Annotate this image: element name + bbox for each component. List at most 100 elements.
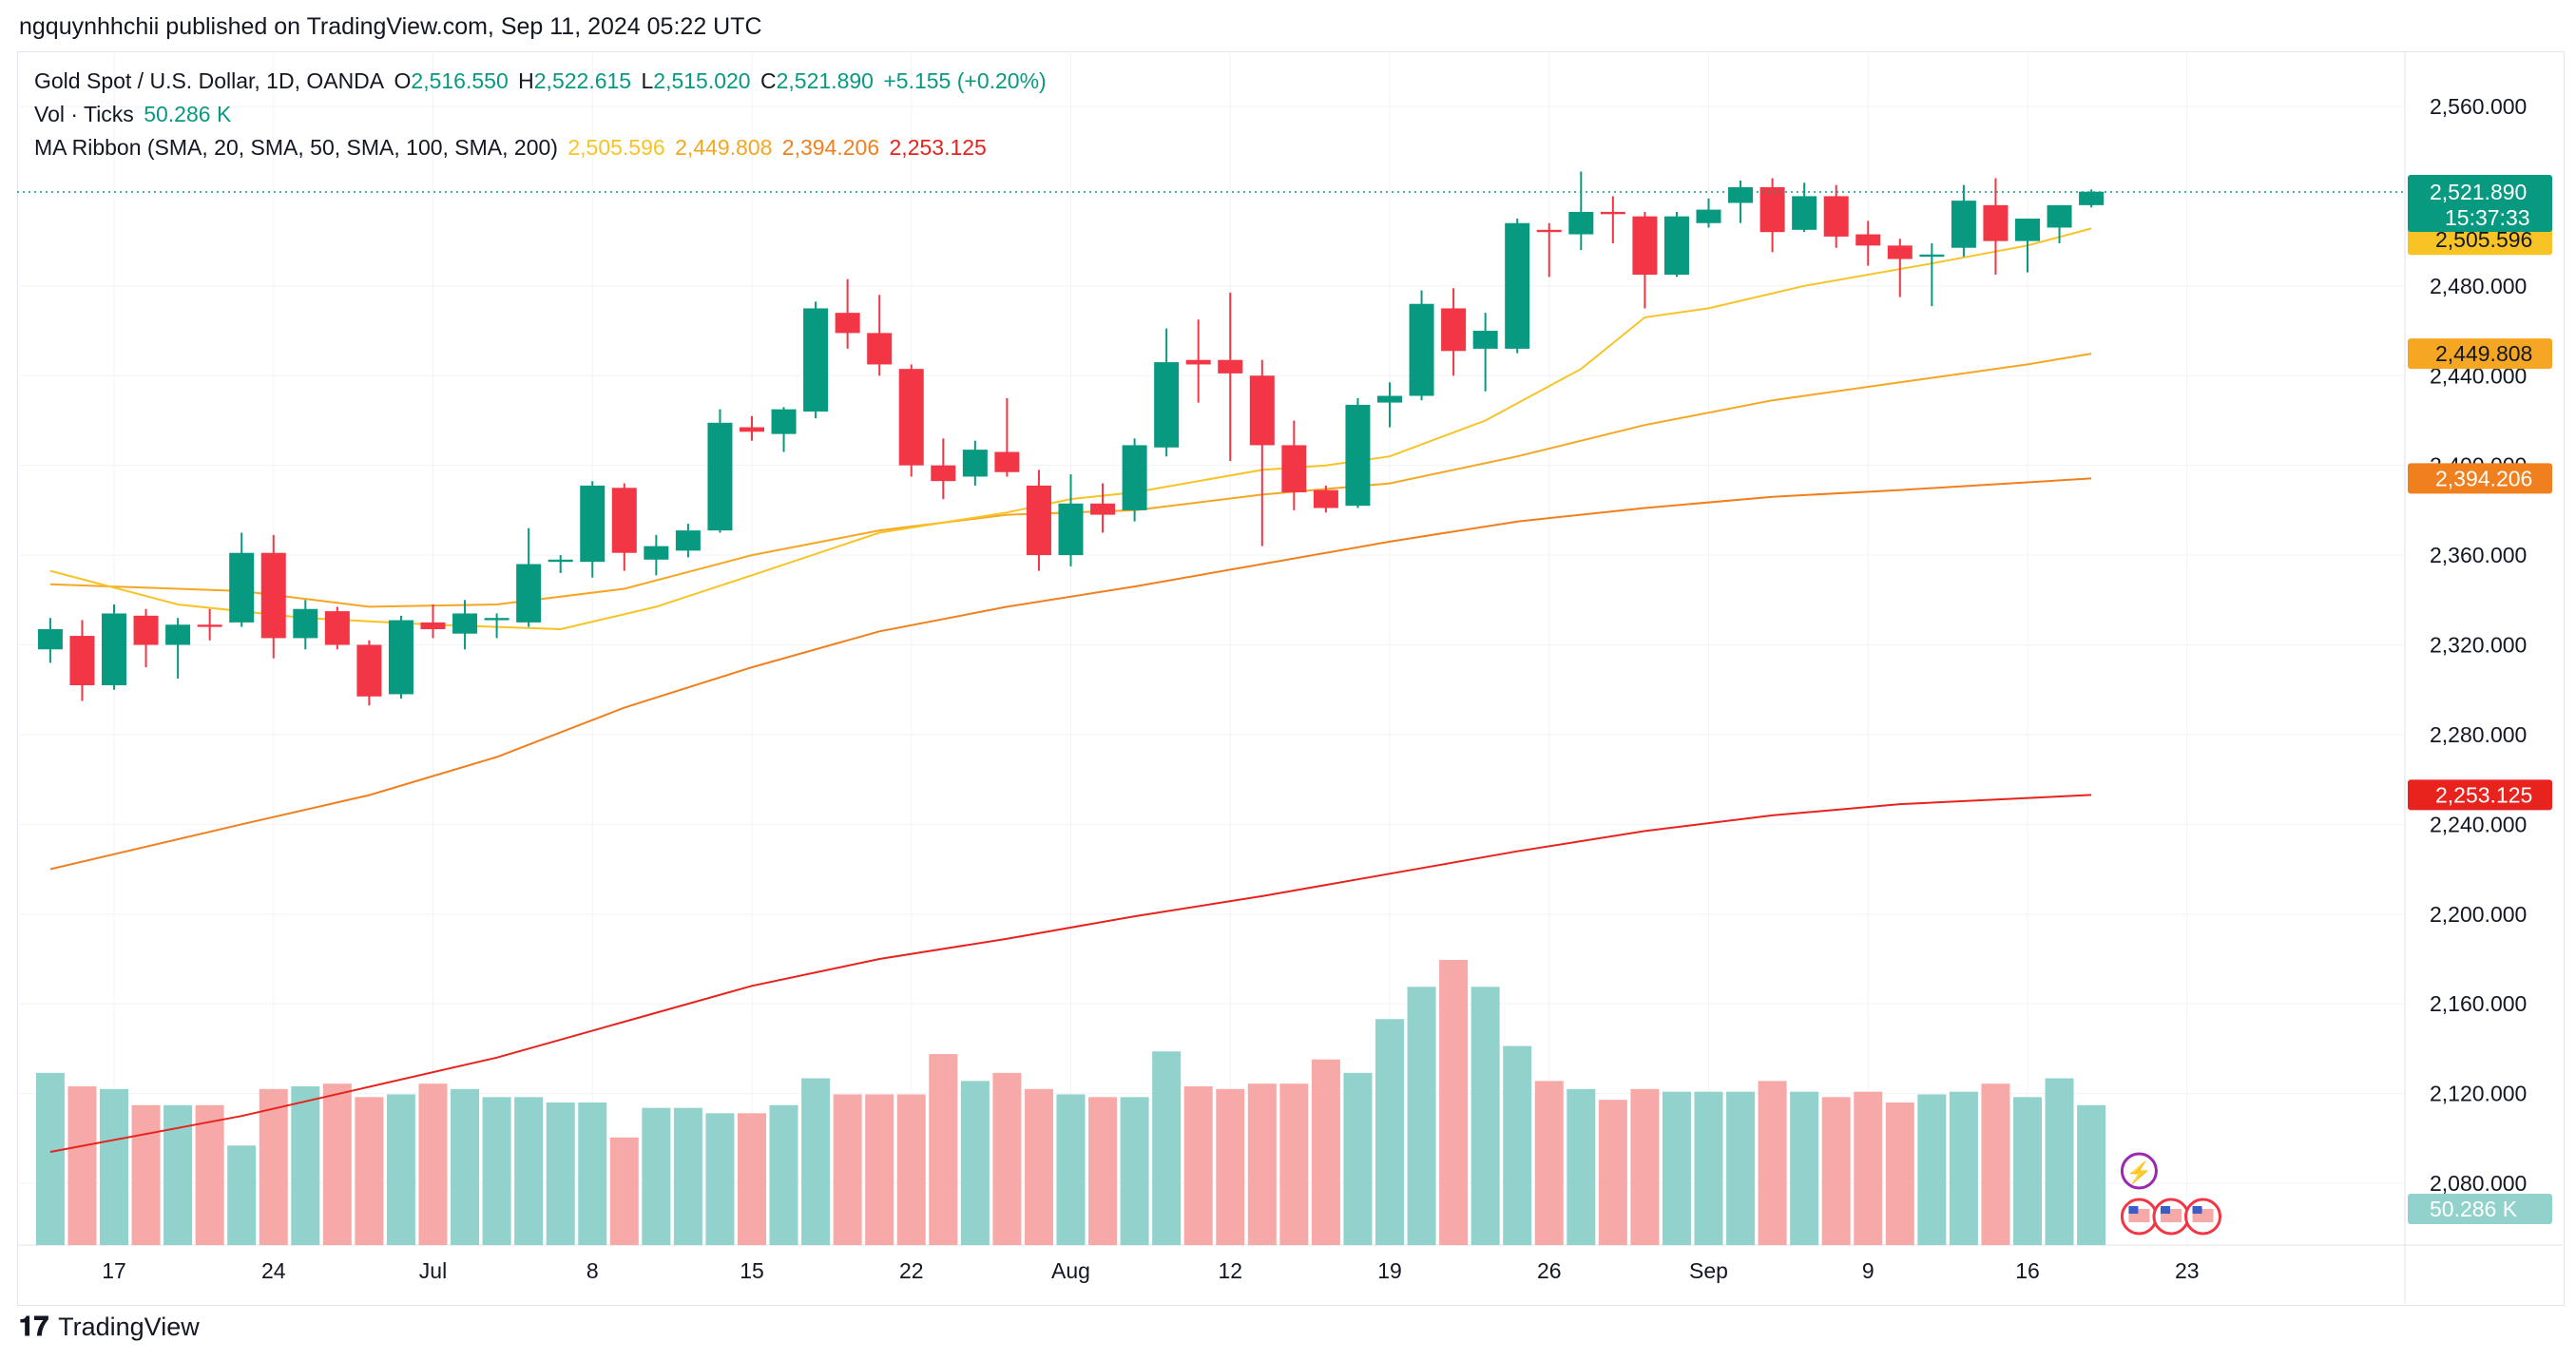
candle-body[interactable] [1568, 211, 1594, 235]
volume-bar [67, 1086, 97, 1245]
candle-body[interactable] [1026, 485, 1051, 556]
candle-body[interactable] [1185, 359, 1211, 365]
candle-body[interactable] [803, 308, 829, 412]
candle-body[interactable] [1983, 204, 2009, 241]
candle-body[interactable] [1345, 404, 1371, 507]
volume-bar [738, 1113, 766, 1245]
candle-body[interactable] [1951, 201, 1976, 248]
ma20-badge-bg [2408, 224, 2552, 256]
candle-body[interactable] [165, 624, 191, 645]
candle-body[interactable] [1472, 331, 1498, 349]
volume-bar [1694, 1091, 1723, 1245]
candle-body[interactable] [835, 313, 860, 334]
candle-body[interactable] [1154, 362, 1180, 448]
candle-body[interactable] [1249, 375, 1275, 446]
volume-bar [1088, 1097, 1118, 1245]
candle-body[interactable] [260, 552, 286, 639]
candle-body[interactable] [1090, 503, 1116, 515]
candle-body[interactable] [293, 608, 318, 639]
volume-bar [1949, 1091, 1978, 1245]
candle-body[interactable] [644, 546, 669, 560]
legend-low: 2,515.020 [653, 68, 751, 93]
candle-body[interactable] [452, 613, 478, 634]
legend-volume-label[interactable]: Vol · Ticks [34, 102, 134, 126]
candle-body[interactable] [548, 559, 573, 563]
candle-body[interactable] [356, 644, 382, 697]
volume-bar [1471, 987, 1500, 1245]
candle-body[interactable] [37, 628, 63, 650]
candle-body[interactable] [1122, 445, 1147, 510]
candle-body[interactable] [931, 465, 956, 482]
volume-bar [1598, 1100, 1627, 1245]
volume-bar [1534, 1081, 1564, 1245]
candle-body[interactable] [1759, 186, 1785, 233]
candle-body[interactable] [1919, 254, 1945, 258]
time-tick-label: 9 [1862, 1258, 1874, 1283]
candle-body[interactable] [1218, 359, 1243, 374]
candle-body[interactable] [611, 488, 637, 553]
candle-body[interactable] [1887, 245, 1913, 259]
volume-bar [1854, 1091, 1883, 1245]
candle-body[interactable] [1600, 211, 1625, 215]
candle-body[interactable] [516, 564, 542, 623]
volume-bar [578, 1102, 607, 1245]
legend-ma-label[interactable]: MA Ribbon (SMA, 20, SMA, 50, SMA, 100, S… [34, 135, 558, 160]
candle-body[interactable] [1632, 216, 1658, 276]
volume-bar [1567, 1088, 1596, 1245]
price-tick-label: 2,240.000 [2430, 812, 2527, 836]
candle-body[interactable] [229, 552, 255, 623]
volume-bar [1790, 1091, 1819, 1245]
candle-body[interactable] [388, 620, 413, 695]
candle-body[interactable] [324, 611, 350, 645]
candle-body[interactable] [898, 369, 924, 466]
candle-body[interactable] [102, 613, 126, 685]
candle-body[interactable] [1823, 196, 1849, 237]
tradingview-brand: TradingView [58, 1313, 200, 1341]
volume-bar [418, 1083, 448, 1245]
legend-volume-row: Vol · Ticks 50.286 K [34, 98, 1050, 131]
candle-body[interactable] [197, 624, 222, 627]
candle-body[interactable] [1505, 222, 1530, 349]
legend-symbol[interactable]: Gold Spot / U.S. Dollar, 1D, OANDA [34, 68, 385, 93]
candle-body[interactable] [420, 622, 446, 629]
candle-body[interactable] [740, 427, 764, 432]
candle-body[interactable] [1377, 395, 1402, 403]
candle-body[interactable] [1313, 489, 1338, 508]
volume-bar [2013, 1097, 2042, 1245]
candle-body[interactable] [1663, 216, 1689, 276]
volume-bar [131, 1104, 161, 1245]
candle-body[interactable] [675, 530, 701, 551]
candle-body[interactable] [133, 615, 159, 645]
candle-body[interactable] [962, 450, 988, 477]
price-tick-label: 2,320.000 [2430, 633, 2527, 658]
candle-body[interactable] [1058, 503, 1084, 556]
candle-body[interactable] [2079, 191, 2105, 205]
candle-body[interactable] [1728, 186, 1754, 203]
candle-body[interactable] [867, 333, 893, 365]
candle-body[interactable] [994, 451, 1020, 472]
candle-body[interactable] [69, 636, 95, 685]
volume-bar [673, 1107, 702, 1245]
candle-body[interactable] [1792, 196, 1817, 230]
candle-body[interactable] [1409, 303, 1434, 396]
candle-body[interactable] [2047, 204, 2072, 228]
candle-body[interactable] [771, 409, 797, 434]
candle-body[interactable] [484, 618, 509, 621]
candle-body[interactable] [580, 485, 606, 563]
volume-bar [1183, 1086, 1213, 1245]
lightning-event-icon[interactable] [2120, 1152, 2158, 1190]
volume-bar [1375, 1019, 1404, 1245]
candle-body[interactable] [1536, 229, 1562, 233]
candle-body[interactable] [707, 422, 733, 531]
legend-volume: 50.286 K [144, 102, 232, 126]
candle-body[interactable] [1855, 234, 1881, 246]
candle-body[interactable] [1281, 445, 1307, 492]
legend-close: 2,521.890 [776, 68, 874, 93]
candle-body[interactable] [1441, 308, 1467, 352]
candle-body[interactable] [2015, 219, 2040, 241]
legend-change: +5.155 (+0.20%) [883, 68, 1047, 93]
tradingview-footer[interactable]: 𝟏𝟕 TradingView [19, 1312, 200, 1343]
candle-body[interactable] [1696, 209, 1721, 223]
volume-bar [1343, 1072, 1373, 1245]
